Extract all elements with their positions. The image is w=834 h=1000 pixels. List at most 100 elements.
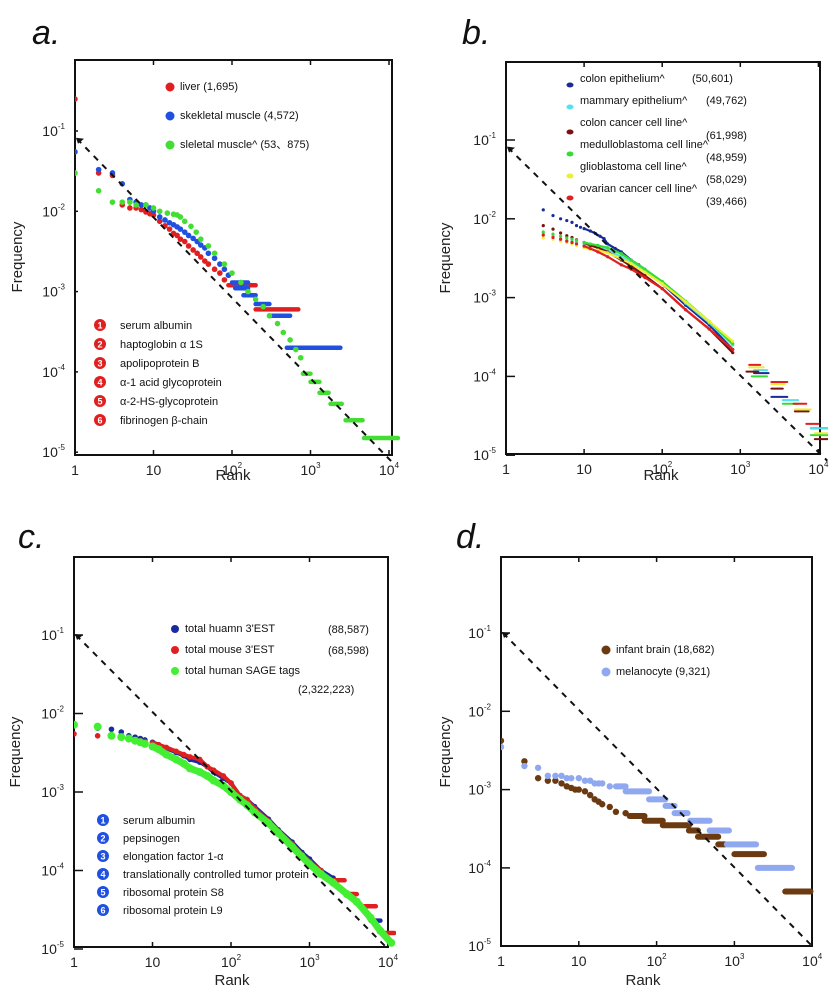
data-point: [190, 235, 196, 242]
legend-count: (48,959): [706, 152, 747, 164]
x-tick-label: 102: [222, 461, 243, 478]
data-point: [185, 232, 192, 239]
x-tick-label: 104: [802, 952, 823, 969]
data-point: [229, 270, 235, 276]
legend-count: (49,762): [706, 95, 747, 107]
number-badge-icon: [94, 376, 106, 388]
data-point: [107, 731, 116, 740]
data-point: [552, 777, 559, 784]
legend-item: ovarian cancer cell line^ (39,466): [566, 183, 747, 208]
data-point: [574, 223, 579, 228]
legend-item: skekletal muscle (4,572): [165, 110, 299, 122]
data-point: [297, 354, 304, 361]
plot-frame: [500, 556, 813, 947]
annotation-label: serum albumin: [123, 815, 195, 827]
data-point: [205, 250, 212, 257]
x-axis-title: Rank: [625, 972, 661, 989]
number-badge-icon: [94, 395, 106, 407]
data-point: [541, 233, 545, 237]
annotation-label: serum albumin: [120, 320, 192, 332]
y-tick-label: 10-1: [41, 626, 64, 643]
legend-marker: [171, 646, 179, 654]
x-axis-title: Rank: [214, 972, 250, 989]
data-point: [177, 236, 184, 242]
legend-count: (68,598): [328, 645, 369, 657]
x-tick-label: 10: [146, 462, 162, 478]
x-tick-label: 104: [808, 460, 829, 477]
data-point: [558, 772, 565, 780]
data-point: [177, 226, 184, 232]
data-trace: [583, 245, 734, 351]
data-point: [252, 296, 259, 303]
legend-marker: [566, 82, 574, 88]
data-point: [534, 774, 542, 782]
y-tick-label: 10-5: [473, 446, 496, 463]
legend-count: (88,587): [328, 624, 369, 636]
y-tick-label: 10-5: [468, 937, 491, 954]
data-trace: [151, 743, 394, 946]
data-point: [558, 231, 563, 235]
legend-label: skekletal muscle (4,572): [180, 110, 299, 122]
reference-line: [76, 138, 393, 463]
legend-label: total huamn 3'EST: [185, 623, 275, 635]
data-point: [606, 803, 613, 811]
data-point: [534, 764, 542, 771]
data-point: [174, 232, 180, 239]
legend-label: infant brain (18,682): [616, 644, 714, 656]
y-tick-label: 10-2: [468, 702, 491, 719]
data-point: [565, 234, 569, 238]
data-point: [127, 205, 133, 211]
x-tick-label: 102: [221, 953, 242, 970]
legend-item: total human SAGE tags (2,322,223): [171, 665, 354, 696]
number-badge-label: 4: [100, 870, 105, 880]
data-point: [544, 772, 552, 780]
data-point: [177, 214, 184, 220]
data-point: [501, 743, 505, 751]
legend-item: mammary epithelium^ (49,762): [566, 95, 747, 110]
number-badge-icon: [97, 904, 109, 916]
number-badge-label: 3: [97, 359, 102, 369]
y-tick-label: 10-2: [41, 705, 64, 722]
annotation-list: 1 serum albumin 2 haptoglobin α 1S 3 apolipop…: [94, 319, 222, 427]
series-total-mouse-3-est: [74, 731, 396, 936]
y-tick-label: 10-1: [473, 131, 496, 148]
data-point: [575, 786, 582, 793]
legend-count: (61,998): [706, 130, 747, 142]
data-point: [238, 279, 244, 286]
reference-line: [507, 146, 828, 462]
annotation-list: 1 serum albumin 2 pepsinogen 3 elongation fac…: [97, 814, 309, 917]
data-point: [133, 202, 139, 208]
data-point: [181, 218, 188, 225]
x-tick-label: 103: [300, 461, 321, 478]
legend-count: (50,601): [692, 73, 733, 85]
number-badge-label: 2: [97, 340, 102, 350]
y-tick-label: 10-3: [41, 783, 64, 800]
data-point: [551, 213, 555, 218]
series-liver: [75, 96, 301, 312]
annotation-label: α-1 acid glycoprotein: [120, 377, 222, 389]
panel-a: a. 1 10 102 103 104 10-1 10-2 10-3 10-4 10-5 Rank Fr…: [9, 14, 400, 484]
number-badge-label: 6: [97, 416, 102, 426]
legend-item: medulloblastoma cell line^(48,959): [566, 139, 747, 164]
legend-marker: [171, 667, 179, 675]
data-point: [150, 205, 157, 211]
data-point: [558, 234, 563, 238]
series-total-huamn-3-est: [74, 722, 383, 923]
data-point: [581, 777, 589, 784]
data-point: [205, 243, 212, 249]
x-tick-label: 103: [730, 460, 751, 477]
data-point: [578, 225, 583, 229]
data-point: [162, 217, 168, 223]
data-point: [551, 232, 555, 236]
data-point: [574, 238, 579, 243]
data-point: [544, 777, 552, 784]
legend-count: (58,029): [706, 174, 747, 186]
data-point: [558, 237, 563, 241]
data-point: [164, 210, 171, 216]
number-badge-icon: [94, 338, 106, 350]
data-point: [586, 791, 594, 799]
annotation-item: 1 serum albumin: [94, 319, 192, 332]
y-tick-label: 10-4: [42, 363, 65, 380]
data-point: [574, 242, 579, 246]
y-tick-label: 10-4: [41, 862, 64, 879]
